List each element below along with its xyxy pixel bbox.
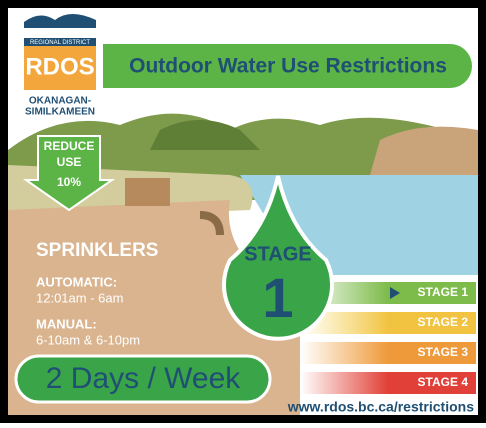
stage-label: STAGE 4 — [418, 375, 469, 389]
sprinkler-time: 6-10am & 6-10pm — [36, 332, 140, 347]
reduce-text: 10% — [57, 175, 81, 189]
frequency: 2 Days / Week — [46, 362, 242, 395]
sprinklers-title: SPRINKLERS — [36, 240, 158, 261]
logo-name: RDOS — [25, 53, 94, 80]
reduce-text: REDUCE — [44, 139, 95, 153]
logo-region: REGIONAL DISTRICT — [30, 40, 90, 46]
stage-label: STAGE 2 — [418, 315, 469, 329]
sprinkler-label: AUTOMATIC: — [36, 274, 117, 289]
stage-drop-number: 1 — [262, 266, 293, 329]
reduce-text: USE — [57, 155, 82, 169]
infographic: REGIONAL DISTRICT RDOS OKANAGAN- SIMILKA… — [0, 0, 486, 423]
url: www.rdos.bc.ca/restrictions — [287, 399, 474, 415]
logo-area: OKANAGAN- — [29, 96, 91, 107]
stage-label: STAGE 1 — [418, 285, 469, 299]
sprinkler-label: MANUAL: — [36, 316, 97, 331]
stage-label: STAGE 3 — [418, 345, 469, 359]
sprinkler-time: 12:01am - 6am — [36, 290, 123, 305]
title: Outdoor Water Use Restrictions — [129, 55, 447, 78]
logo-area: SIMILKAMEEN — [25, 107, 95, 118]
stage-drop-label: STAGE — [244, 243, 311, 265]
